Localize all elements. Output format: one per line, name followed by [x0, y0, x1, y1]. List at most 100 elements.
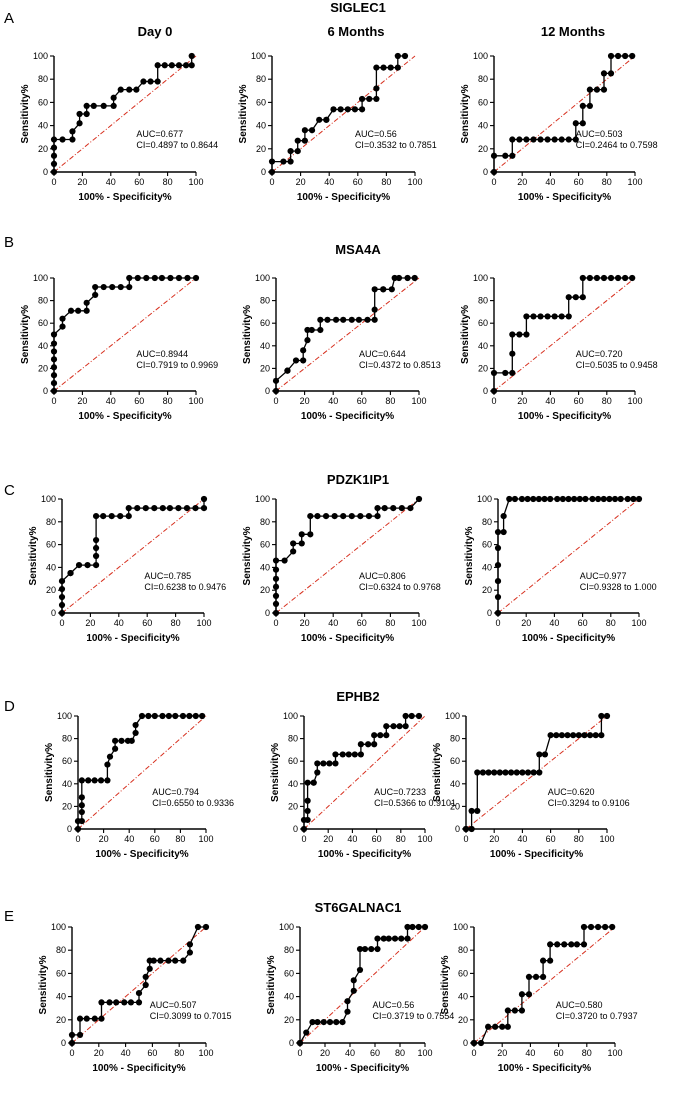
roc-point	[68, 1039, 76, 1047]
y-tick-label: 80	[46, 517, 56, 527]
x-tick-label: 60	[353, 177, 363, 187]
roc-point	[78, 794, 85, 801]
y-tick-label: 100	[477, 494, 492, 504]
y-tick-label: 60	[458, 968, 468, 978]
x-tick-label: 0	[491, 177, 496, 187]
roc-point	[192, 712, 199, 720]
roc-point	[502, 369, 509, 377]
y-tick-label: 0	[463, 1038, 468, 1048]
y-tick-label: 20	[38, 363, 48, 373]
auc-label-msa4a-0: AUC=0.8944	[136, 349, 188, 359]
x-tick-label: 0	[463, 834, 468, 844]
ci-label-siglec1-0: CI=0.4897 to 0.8644	[136, 140, 218, 150]
y-tick-label: 20	[458, 1015, 468, 1025]
x-tick-label: 40	[347, 834, 357, 844]
roc-point	[586, 732, 594, 739]
roc-point	[539, 957, 547, 964]
roc-point	[287, 148, 294, 155]
roc-point	[97, 777, 105, 784]
roc-point	[394, 52, 401, 60]
roc-point	[92, 283, 99, 291]
gene-title-st6galnac1: ST6GALNAC1	[315, 900, 402, 915]
roc-point	[179, 712, 187, 720]
roc-point	[50, 340, 58, 347]
y-tick-label: 60	[256, 97, 266, 107]
x-tick-label: 60	[574, 396, 584, 406]
roc-point	[371, 732, 378, 739]
reference-diagonal-pdzk1ip1-1	[275, 498, 420, 614]
x-tick-label: 80	[175, 834, 185, 844]
roc-point	[511, 495, 519, 503]
y-tick-label: 60	[482, 540, 492, 550]
roc-point	[565, 495, 572, 503]
roc-point	[133, 86, 140, 93]
roc-point	[303, 1029, 310, 1036]
roc-point	[586, 102, 593, 109]
ci-label-pdzk1ip1-0: CI=0.6238 to 0.9476	[144, 582, 226, 592]
x-tick-label: 80	[385, 396, 395, 406]
x-tick-label: 60	[574, 177, 584, 187]
roc-point	[192, 505, 199, 512]
roc-point	[337, 106, 344, 113]
roc-point	[365, 741, 372, 748]
x-tick-label: 20	[517, 396, 527, 406]
y-tick-label: 0	[261, 167, 266, 177]
y-tick-label: 0	[67, 824, 72, 834]
roc-point	[83, 299, 90, 306]
roc-point	[125, 513, 132, 520]
roc-point	[58, 601, 66, 609]
roc-point	[356, 966, 364, 974]
roc-point	[606, 495, 613, 503]
roc-point	[622, 274, 629, 282]
roc-point	[589, 495, 596, 503]
roc-point	[304, 779, 311, 786]
roc-point	[58, 609, 66, 617]
roc-point	[479, 769, 487, 776]
roc-point	[78, 777, 85, 784]
x-tick-label: 40	[328, 618, 338, 628]
roc-point	[326, 1019, 334, 1026]
roc-point	[518, 991, 526, 998]
roc-point	[150, 957, 157, 964]
x-tick-label: 60	[147, 1048, 157, 1058]
roc-point	[381, 505, 388, 512]
roc-point	[300, 357, 307, 364]
roc-point	[140, 78, 147, 85]
x-tick-label: 20	[521, 618, 531, 628]
x-axis-title-msa4a-0: 100% - Specificity%	[78, 411, 171, 422]
roc-point	[635, 495, 643, 503]
roc-point	[496, 769, 503, 776]
ci-label-siglec1-1: CI=0.3532 to 0.7851	[355, 140, 437, 150]
roc-point	[541, 495, 548, 503]
gene-title-msa4a: MSA4A	[335, 242, 381, 257]
roc-point	[622, 52, 629, 60]
roc-point	[558, 732, 565, 739]
y-tick-label: 0	[483, 386, 488, 396]
panel-letter-E: E	[4, 908, 14, 925]
roc-point	[91, 777, 98, 784]
y-tick-label: 40	[256, 121, 266, 131]
reference-diagonal-pdzk1ip1-2	[497, 498, 640, 614]
roc-point	[109, 283, 116, 291]
ci-label-ephb2-0: CI=0.6550 to 0.9336	[152, 798, 234, 808]
auc-label-siglec1-2: AUC=0.503	[576, 129, 623, 139]
roc-point	[91, 1015, 98, 1022]
roc-point	[323, 116, 330, 123]
x-tick-label: 60	[357, 396, 367, 406]
x-tick-label: 20	[77, 396, 87, 406]
reference-diagonal-st6galnac1-2	[473, 926, 616, 1044]
y-axis-title-st6galnac1-0: Sensitivity%	[38, 955, 49, 1014]
y-tick-label: 80	[38, 296, 48, 306]
y-tick-label: 20	[260, 585, 270, 595]
y-tick-label: 100	[51, 922, 66, 932]
roc-point	[186, 712, 193, 720]
roc-point	[600, 86, 608, 93]
x-tick-label: 100	[631, 618, 646, 628]
roc-point	[558, 313, 565, 320]
roc-point	[524, 495, 531, 503]
y-tick-label: 60	[46, 540, 56, 550]
y-tick-label: 60	[38, 318, 48, 328]
roc-point	[147, 78, 154, 85]
x-tick-label: 100	[188, 396, 203, 406]
roc-point	[333, 1019, 340, 1026]
